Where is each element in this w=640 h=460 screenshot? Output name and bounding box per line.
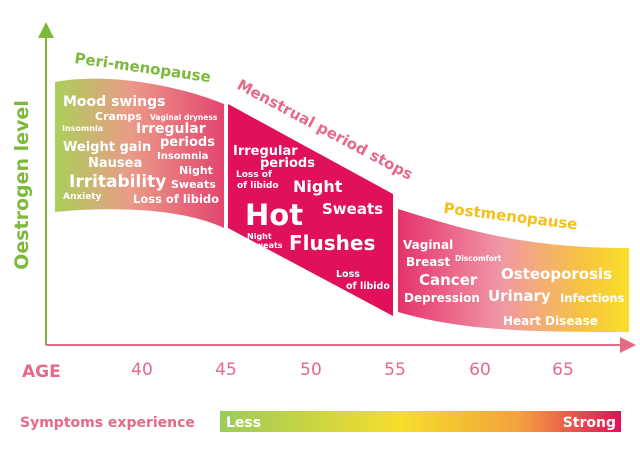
symptom-anxiety: Anxiety [63, 192, 102, 202]
symptom-cancer: Cancer [419, 271, 478, 289]
symptom-night-small: Night [247, 232, 272, 241]
legend-strong: Strong [563, 415, 616, 431]
symptom-loss: Loss [336, 269, 360, 280]
postmenopause-band [398, 209, 629, 332]
age-ticks: 40 45 50 55 60 65 [131, 360, 574, 380]
tick-label: 60 [469, 360, 491, 380]
symptom-night: Night [293, 177, 343, 196]
symptom-mood-swings: Mood swings [63, 94, 165, 110]
tick-label: 45 [215, 360, 237, 380]
post-symptoms: Vaginal Discomfort Breast Cancer Depress… [403, 238, 625, 328]
tick-label: 65 [552, 360, 574, 380]
symptom-sweats-small: sweats [251, 241, 283, 250]
symptom-infections: Infections [560, 291, 625, 305]
x-axis-label: AGE [22, 362, 61, 382]
symptom-irregular: Irregular [233, 144, 298, 159]
y-axis-label: Oestrogen level [11, 100, 33, 270]
symptom-loss-of: Loss of [236, 170, 272, 180]
symptom-loss-of-libido: Loss of libido [133, 192, 219, 206]
legend-gradient-bar [220, 411, 621, 432]
symptom-irritability: Irritability [69, 172, 166, 192]
symptom-vaginal-dryness: Vaginal dryness [150, 113, 218, 122]
peri-symptoms: Mood swings Cramps Vaginal dryness Insom… [62, 94, 219, 206]
tick-label: 55 [384, 360, 406, 380]
menstrual-stop-symptoms: Irregular periods Loss of of libido Nigh… [233, 144, 390, 292]
symptom-night: Night [179, 164, 213, 177]
symptom-insomnia: Insomnia [157, 151, 208, 162]
symptom-irregular: Irregular [136, 121, 206, 137]
symptom-flushes: Flushes [289, 231, 375, 255]
symptom-periods: periods [260, 156, 315, 171]
symptom-periods: periods [160, 135, 215, 150]
symptom-sweats: Sweats [171, 178, 216, 191]
symptom-discomfort: Discomfort [455, 254, 502, 263]
legend: Symptoms experience Less Strong [20, 411, 621, 432]
symptom-nausea: Nausea [88, 156, 142, 171]
symptom-of-libido: of libido [346, 281, 390, 292]
symptom-cramps: Cramps [95, 110, 142, 123]
menstrual-stop-band [228, 104, 393, 316]
symptom-breast: Breast [406, 255, 450, 269]
legend-title: Symptoms experience [20, 415, 195, 431]
symptom-depression: Depression [404, 291, 480, 305]
symptom-libido: of libido [237, 181, 279, 191]
symptom-heart-disease: Heart Disease [503, 314, 598, 328]
symptom-weight-gain: Weight gain [63, 140, 151, 155]
symptom-sweats: Sweats [322, 200, 383, 218]
peri-menopause-band [55, 78, 224, 228]
symptom-urinary: Urinary [488, 287, 551, 305]
tick-label: 50 [300, 360, 322, 380]
legend-less: Less [226, 415, 261, 431]
symptom-vaginal: Vaginal [403, 238, 453, 252]
symptom-hot: Hot [245, 198, 303, 232]
symptom-osteoporosis: Osteoporosis [501, 265, 612, 283]
tick-label: 40 [131, 360, 153, 380]
symptom-insomnia: Insomnia [62, 124, 103, 133]
